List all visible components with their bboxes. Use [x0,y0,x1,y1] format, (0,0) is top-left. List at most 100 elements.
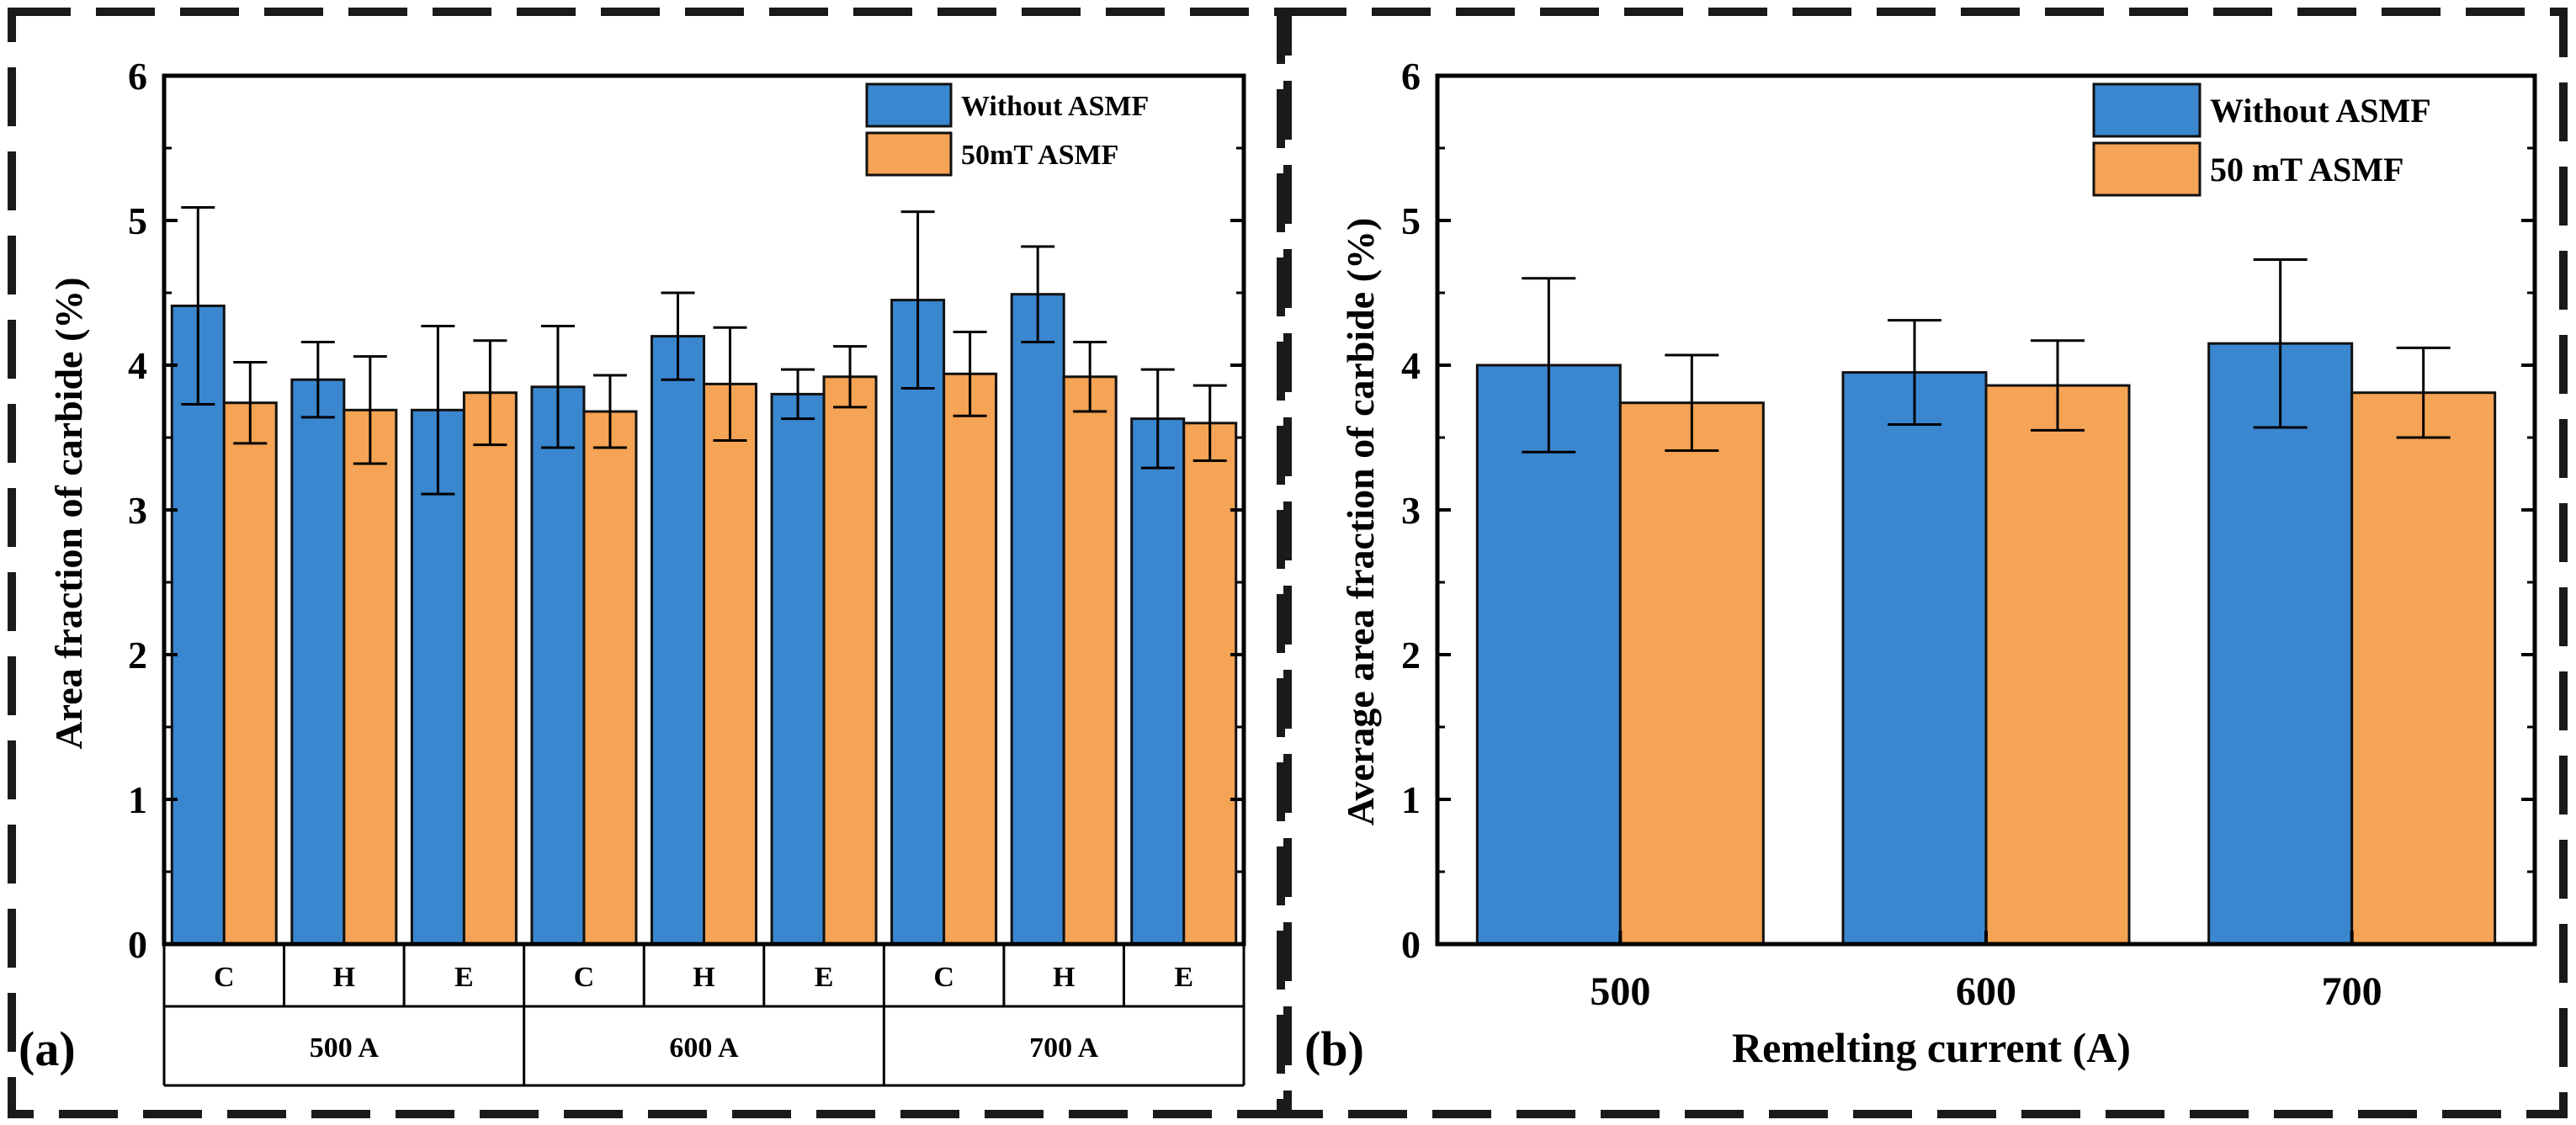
y-tick-label: 0 [1401,923,1421,966]
panel-b-legend: Without ASMF 50 mT ASMF [2092,82,2431,197]
bar-with-asmf [2350,391,2497,946]
y-tick-label: 5 [1401,199,1421,242]
panel-a-frame [8,8,1285,1118]
legend-swatch [2092,141,2202,197]
y-tick-label: 4 [128,344,147,387]
y-tick-label: 6 [128,55,147,98]
group-label: 700 A [1029,1032,1099,1064]
bar-with-asmf [822,375,878,946]
y-tick-label: 2 [1401,634,1421,677]
panel-b-error-bars [1522,257,2451,454]
y-tick-label: 1 [1401,778,1421,821]
bar-with-asmf [1062,375,1118,946]
panel-b-label: (b) [1304,1022,1364,1076]
x-tick-label: 600 [1956,969,2016,1014]
error-bar [300,340,335,419]
error-bar [1888,319,1941,427]
bar-without-asmf [410,408,465,946]
error-bar [1021,245,1055,343]
legend-swatch [865,82,953,128]
bar-without-asmf [2207,342,2354,946]
bar-without-asmf [651,335,705,946]
bar-with-asmf [1182,422,1238,946]
x-tick-label: E [815,962,834,993]
bar-with-asmf [462,391,518,946]
error-bar [953,330,987,417]
bar-without-asmf [890,299,946,946]
y-tick-label: 0 [128,923,147,966]
x-tick-label: C [933,962,954,993]
error-bar [540,325,575,449]
y-tick-label: 3 [1401,489,1421,532]
error-bar [233,361,268,445]
panel-a: 0 1 2 3 4 5 6 C H E C H E C H E 500 A 600 A 700 A Without … [19,55,1246,1087]
error-bar [592,374,627,449]
x-tick-label: H [693,962,714,993]
x-tick-label: E [454,962,474,993]
x-tick-label: E [1174,962,1193,993]
bar-without-asmf [530,385,586,946]
panel-b-y-axis-label: Average area fraction of carbide (%) [1339,218,1382,826]
panel-a-error-bars [181,206,1227,496]
panel-b-x-axis-label: Remelting current (A) [1732,1024,2131,1071]
panel-a-y-axis-label: Area fraction of carbide (%) [47,277,90,749]
x-tick-label: 500 [1590,969,1650,1014]
panel-b-axes: 0 1 2 3 4 5 6 500 600 700 [1401,55,2537,1014]
bar-with-asmf [703,382,757,946]
y-tick-label: 4 [1401,344,1421,387]
y-tick-label: 1 [128,778,147,821]
x-tick-label: H [333,962,355,993]
y-tick-label: 5 [128,199,147,242]
legend-label: 50mT ASMF [961,140,1118,171]
bar-with-asmf [1618,401,1765,946]
x-tick-label: H [1053,962,1075,993]
x-tick-label: C [574,962,595,993]
error-bar [353,355,387,465]
bar-with-asmf [943,372,998,946]
panel-b-frame [1283,8,2568,1118]
bar-with-asmf [222,401,278,946]
error-bar [1073,340,1107,413]
group-label: 500 A [310,1032,380,1064]
error-bar [900,210,935,390]
error-bar [1192,384,1227,463]
legend-label: Without ASMF [2210,92,2431,130]
bar-without-asmf [290,378,346,946]
bar-without-asmf [1130,417,1186,946]
bar-without-asmf [1841,371,1988,946]
panel-a-legend: Without ASMF 50mT ASMF [865,82,1149,177]
error-bar [661,291,695,381]
panel-a-bars [170,293,1238,946]
error-bar [473,339,507,447]
group-label: 600 A [669,1032,739,1064]
bar-without-asmf [770,392,826,946]
bar-without-asmf [1475,364,1622,946]
bar-with-asmf [1984,384,2131,946]
y-tick-label: 2 [128,634,147,677]
y-tick-label: 3 [128,489,147,532]
bar-with-asmf [343,408,398,946]
error-bar [1522,277,1576,454]
x-tick-label: C [214,962,235,993]
error-bar [2396,346,2451,439]
x-tick-label: 700 [2322,969,2382,1014]
y-tick-label: 6 [1401,55,1421,98]
legend-swatch [2092,82,2202,138]
legend-swatch [865,131,953,177]
bar-with-asmf [582,410,638,946]
panel-a-label: (a) [19,1022,76,1076]
error-bar [1140,368,1175,470]
error-bar [2253,257,2308,429]
legend-label: Without ASMF [961,91,1149,122]
error-bar [713,326,747,442]
error-bar [833,345,868,409]
error-bar [2031,339,2085,432]
legend-label: 50 mT ASMF [2210,151,2403,188]
panel-b-bars [1475,342,2497,946]
error-bar [181,206,215,406]
bar-without-asmf [1010,293,1065,946]
error-bar [421,325,455,496]
error-bar [781,368,815,421]
